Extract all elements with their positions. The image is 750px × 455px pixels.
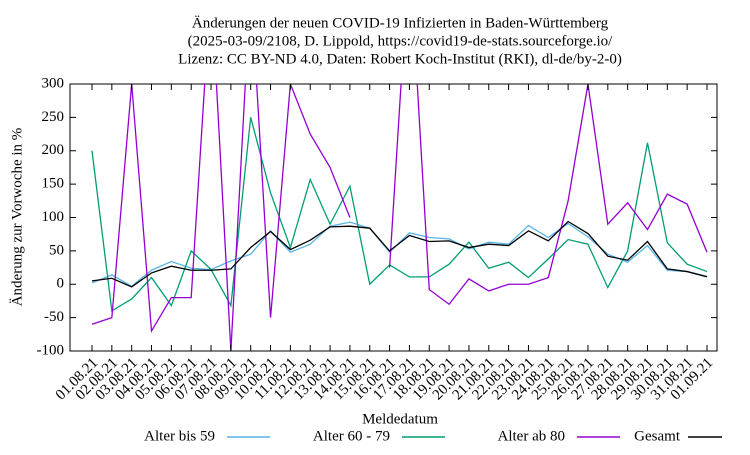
plot-border <box>69 83 718 352</box>
legend-label: Alter ab 80 <box>498 428 565 444</box>
y-tick-label: 0 <box>57 276 65 292</box>
title-line: (2025-03-09/2108, D. Lippold, https://co… <box>188 33 613 49</box>
legend-label: Alter 60 - 79 <box>313 428 390 444</box>
title-line: Lizenz: CC BY-ND 4.0, Daten: Robert Koch… <box>178 51 622 67</box>
series-line <box>91 220 708 288</box>
y-tick-label: 300 <box>42 75 65 91</box>
series-line <box>91 221 708 288</box>
plot-area <box>91 84 708 351</box>
legend-label: Gesamt <box>634 428 681 444</box>
y-axis-label: Änderung zur Vorwoche in % <box>8 128 25 307</box>
series-line <box>91 117 708 313</box>
y-tick-label: 250 <box>42 109 65 125</box>
y-tick-label: 50 <box>49 242 64 258</box>
y-tick-label: 200 <box>42 142 65 158</box>
y-tick-label: -100 <box>37 342 65 358</box>
y-tick-label: -50 <box>44 309 64 325</box>
y-tick-label: 100 <box>42 209 65 225</box>
title-line: Änderungen der neuen COVID-19 Infizierte… <box>192 14 609 31</box>
x-axis-label: Meldedatum <box>362 411 438 427</box>
y-tick-label: 150 <box>42 176 65 192</box>
legend-label: Alter bis 59 <box>144 428 215 444</box>
series-line <box>91 84 708 351</box>
